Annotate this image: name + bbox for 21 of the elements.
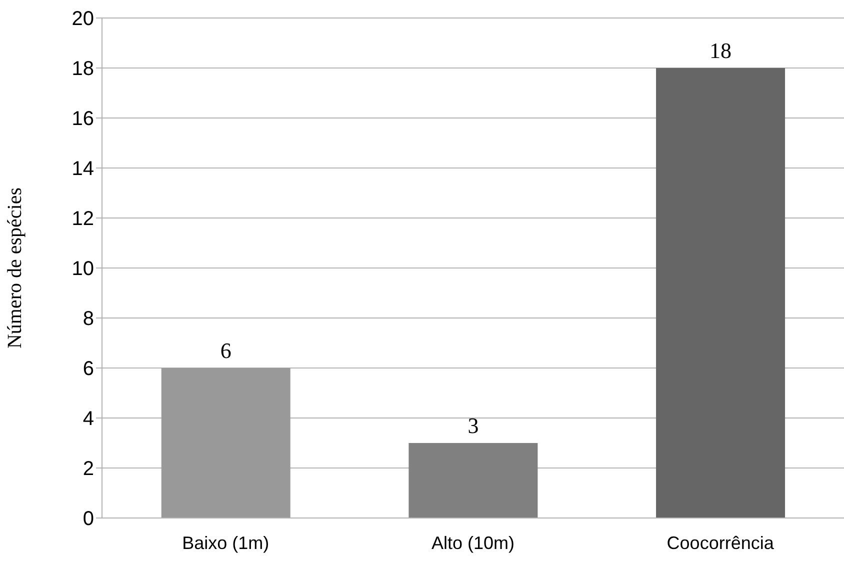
y-tick-label: 20 (72, 8, 94, 30)
y-tick-label: 0 (82, 508, 94, 530)
y-tick-label: 12 (72, 208, 94, 230)
y-tick-label: 4 (82, 408, 94, 430)
bar (161, 368, 290, 518)
y-tick-label: 8 (82, 308, 94, 330)
y-tick-label: 16 (72, 108, 94, 130)
x-tick-label: Coocorrência (666, 532, 775, 553)
x-tick-label: Alto (10m) (431, 532, 515, 553)
bar (656, 68, 786, 518)
data-label: 18 (710, 38, 732, 63)
y-axis-title: Número de espécies (4, 187, 26, 349)
y-tick-label: 2 (82, 458, 94, 480)
y-tick-label: 10 (72, 258, 94, 280)
data-label: 3 (468, 413, 479, 438)
y-tick-label: 6 (82, 358, 94, 380)
bar (408, 443, 538, 518)
data-label: 6 (220, 338, 232, 363)
x-tick-label: Baixo (1m) (182, 532, 270, 553)
y-tick-label: 14 (72, 158, 94, 180)
y-tick-label: 18 (72, 58, 94, 80)
